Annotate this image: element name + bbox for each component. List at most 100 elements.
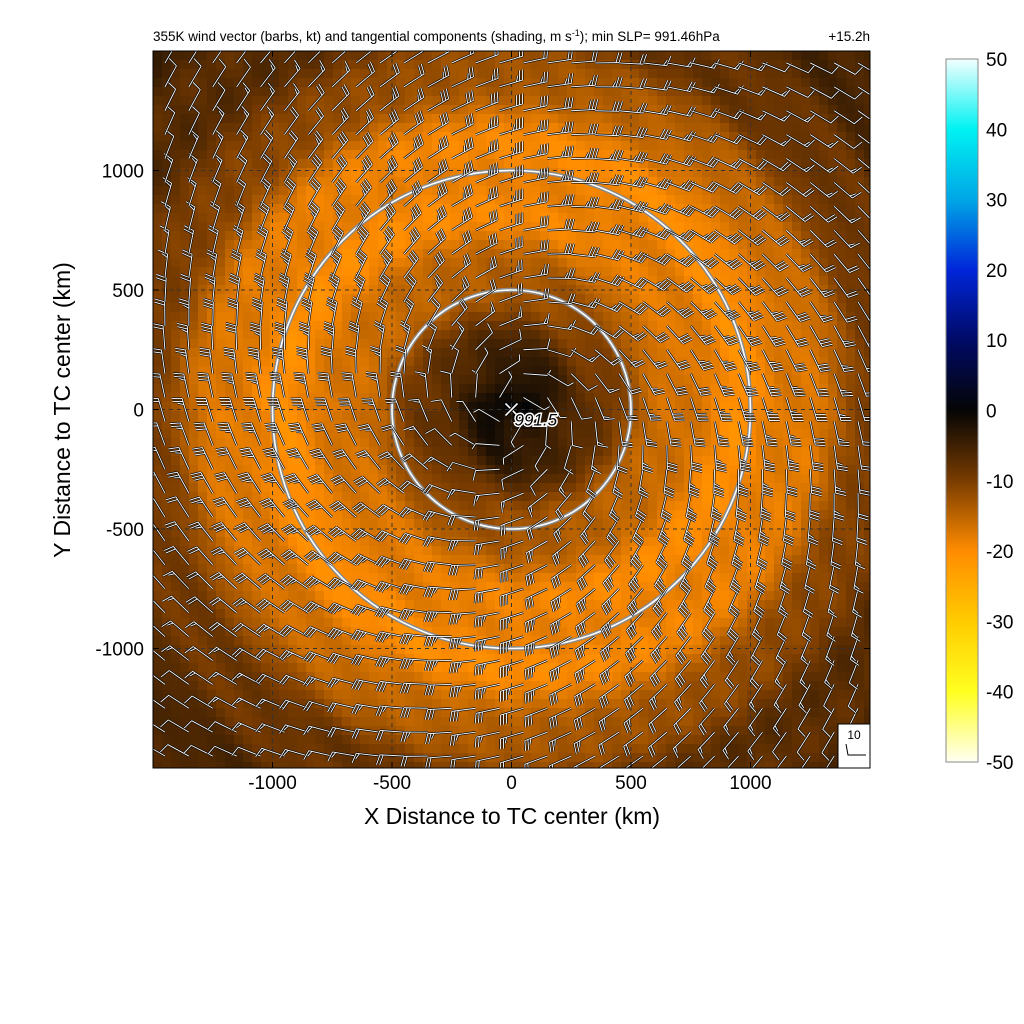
heatmap-cell — [270, 177, 280, 187]
heatmap-cell — [351, 456, 361, 466]
heatmap-cell — [423, 114, 433, 124]
heatmap-cell — [756, 60, 766, 70]
heatmap-cell — [576, 546, 586, 556]
heatmap-cell — [594, 339, 604, 349]
heatmap-cell — [747, 510, 757, 520]
heatmap-cell — [360, 393, 370, 403]
heatmap-cell — [675, 249, 685, 259]
heatmap-cell — [378, 132, 388, 142]
heatmap-cell — [666, 240, 676, 250]
heatmap-cell — [693, 240, 703, 250]
heatmap-cell — [387, 123, 397, 133]
heatmap-cell — [702, 402, 712, 412]
heatmap-cell — [315, 330, 325, 340]
heatmap-cell — [360, 411, 370, 421]
heatmap-cell — [558, 141, 568, 151]
heatmap-cell — [342, 150, 352, 160]
heatmap-cell — [414, 339, 424, 349]
heatmap-cell — [288, 375, 298, 385]
heatmap-cell — [198, 447, 208, 457]
heatmap-cell — [621, 114, 631, 124]
heatmap-cell — [351, 447, 361, 457]
heatmap-cell — [621, 483, 631, 493]
heatmap-cell — [297, 195, 307, 205]
heatmap-cell — [369, 492, 379, 502]
heatmap-cell — [747, 69, 757, 79]
heatmap-cell — [774, 393, 784, 403]
heatmap-cell — [549, 51, 559, 61]
heatmap-cell — [711, 222, 721, 232]
heatmap-cell — [792, 51, 802, 61]
heatmap-cell — [756, 195, 766, 205]
heatmap-cell — [819, 474, 829, 484]
heatmap-cell — [477, 105, 487, 115]
heatmap-cell — [585, 483, 595, 493]
heatmap-cell — [675, 105, 685, 115]
heatmap-cell — [612, 510, 622, 520]
heatmap-cell — [171, 213, 181, 223]
heatmap-cell — [522, 204, 532, 214]
heatmap-cell — [531, 69, 541, 79]
heatmap-cell — [477, 69, 487, 79]
heatmap-cell — [279, 150, 289, 160]
heatmap-cell — [792, 123, 802, 133]
heatmap-cell — [441, 51, 451, 61]
heatmap-cell — [225, 465, 235, 475]
heatmap-cell — [180, 384, 190, 394]
heatmap-cell — [423, 519, 433, 529]
heatmap-cell — [819, 591, 829, 601]
heatmap-cell — [837, 60, 847, 70]
heatmap-cell — [567, 591, 577, 601]
heatmap-cell — [216, 537, 226, 547]
heatmap-cell — [441, 600, 451, 610]
heatmap-cell — [432, 591, 442, 601]
heatmap-cell — [207, 195, 217, 205]
heatmap-cell — [279, 186, 289, 196]
heatmap-cell — [675, 132, 685, 142]
heatmap-cell — [378, 546, 388, 556]
heatmap-cell — [396, 330, 406, 340]
heatmap-cell — [783, 402, 793, 412]
heatmap-cell — [180, 564, 190, 574]
heatmap-cell — [801, 348, 811, 358]
heatmap-cell — [378, 177, 388, 187]
heatmap-cell — [477, 447, 487, 457]
heatmap-cell — [450, 420, 460, 430]
heatmap-cell — [603, 330, 613, 340]
heatmap-cell — [441, 357, 451, 367]
heatmap-cell — [252, 150, 262, 160]
heatmap-cell — [315, 267, 325, 277]
heatmap-cell — [441, 438, 451, 448]
heatmap-cell — [162, 429, 172, 439]
heatmap-cell — [423, 87, 433, 97]
heatmap-cell — [189, 465, 199, 475]
heatmap-cell — [486, 339, 496, 349]
heatmap-cell — [459, 51, 469, 61]
heatmap-cell — [324, 411, 334, 421]
heatmap-cell — [342, 492, 352, 502]
heatmap-cell — [243, 213, 253, 223]
heatmap-cell — [504, 258, 514, 268]
heatmap-cell — [270, 609, 280, 619]
heatmap-cell — [693, 150, 703, 160]
heatmap-cell — [765, 474, 775, 484]
heatmap-cell — [675, 456, 685, 466]
heatmap-cell — [189, 411, 199, 421]
heatmap-cell — [297, 600, 307, 610]
heatmap-cell — [711, 240, 721, 250]
heatmap-cell — [720, 195, 730, 205]
heatmap-cell — [801, 231, 811, 241]
heatmap-cell — [729, 105, 739, 115]
heatmap-cell — [801, 330, 811, 340]
heatmap-cell — [369, 348, 379, 358]
heatmap-cell — [486, 60, 496, 70]
heatmap-cell — [531, 132, 541, 142]
heatmap-cell — [747, 267, 757, 277]
heatmap-cell — [603, 501, 613, 511]
heatmap-cell — [711, 600, 721, 610]
heatmap-cell — [405, 240, 415, 250]
heatmap-cell — [594, 573, 604, 583]
heatmap-cell — [198, 204, 208, 214]
heatmap-cell — [531, 582, 541, 592]
heatmap-cell — [324, 285, 334, 295]
